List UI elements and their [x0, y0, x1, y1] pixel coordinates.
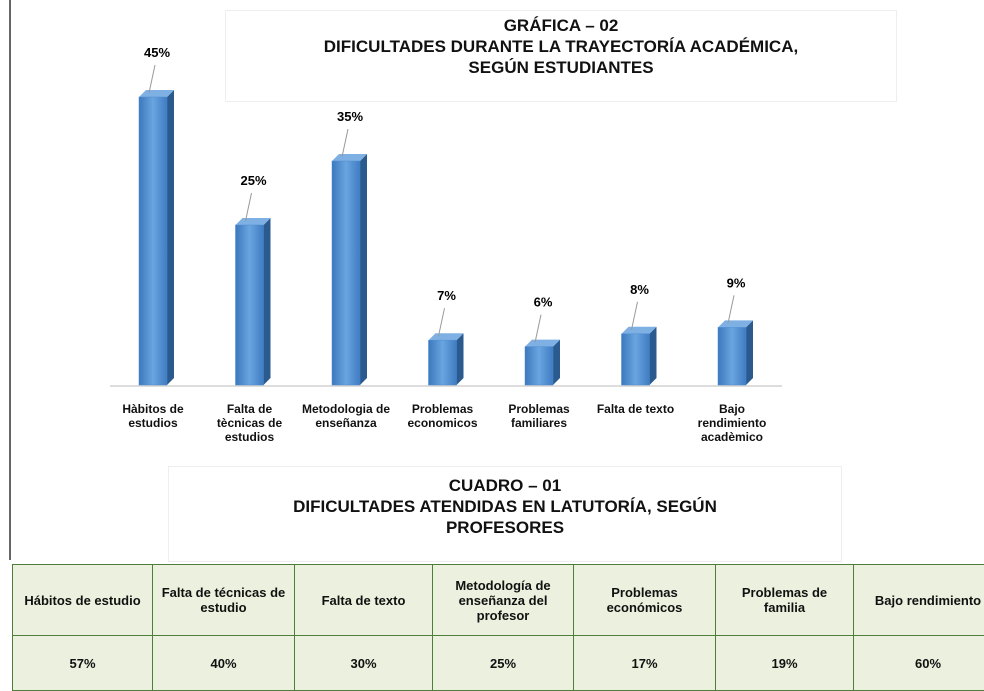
leader-line: [632, 302, 638, 330]
bar: [525, 347, 553, 385]
x-tick-label: Bajo rendimiento acadèmico: [686, 402, 778, 444]
table-cell: 25%: [433, 636, 574, 691]
bar: [429, 340, 457, 385]
bar-side: [167, 90, 174, 385]
chart-title-box: GRÁFICA – 02 DIFICULTADES DURANTE LA TRA…: [225, 10, 897, 102]
header-cell: Bajo rendimiento: [854, 565, 984, 636]
header-cell: Metodología de enseñanza del profesor: [433, 565, 574, 636]
x-tick-label: Falta de texto: [590, 402, 682, 416]
header-cell: Hábitos de estudio: [13, 565, 153, 636]
leader-line: [342, 129, 348, 157]
table-cell: 19%: [716, 636, 854, 691]
table-cell: 30%: [295, 636, 433, 691]
bar-side: [650, 327, 657, 385]
bar-side: [457, 333, 464, 385]
chart-title: SEGÚN ESTUDIANTES: [226, 57, 896, 78]
x-tick-label: Falta de tècnicas de estudios: [204, 402, 296, 444]
bar: [622, 334, 650, 385]
table-title: CUADRO – 01: [169, 475, 841, 496]
bar-side: [746, 320, 753, 385]
x-tick-label: Hàbitos de estudios: [107, 402, 199, 430]
header-cell: Problemas de familia: [716, 565, 854, 636]
leader-line: [246, 193, 252, 221]
value-label: 8%: [630, 282, 649, 297]
chart-title: DIFICULTADES DURANTE LA TRAYECTORÍA ACAD…: [226, 36, 896, 57]
table-title-box: CUADRO – 01 DIFICULTADES ATENDIDAS EN LA…: [168, 466, 842, 562]
value-label: 9%: [727, 275, 746, 290]
x-tick-label: Problemas familiares: [493, 402, 585, 430]
bar-side: [553, 340, 560, 385]
table-cell: 60%: [854, 636, 984, 691]
bar: [139, 97, 167, 385]
bar-side: [360, 154, 367, 385]
table-cell: 17%: [574, 636, 716, 691]
leader-line: [728, 295, 734, 323]
leader-line: [535, 315, 541, 343]
table-title: PROFESORES: [169, 517, 841, 538]
value-label: 6%: [534, 295, 553, 310]
header-cell: Falta de texto: [295, 565, 433, 636]
leader-line: [439, 308, 445, 336]
table-cell: 57%: [13, 636, 153, 691]
table-row: 57%40%30%25%17%19%60%: [13, 636, 984, 691]
value-label: 25%: [240, 173, 266, 188]
value-label: 7%: [437, 288, 456, 303]
bar: [332, 161, 360, 385]
header-cell: Falta de técnicas de estudio: [153, 565, 295, 636]
x-tick-label: Problemas economicos: [397, 402, 489, 430]
chart-title: GRÁFICA – 02: [226, 15, 896, 36]
value-label: 35%: [337, 109, 363, 124]
bar-side: [264, 218, 271, 385]
value-label: 45%: [144, 45, 170, 60]
table-title: DIFICULTADES ATENDIDAS EN LATUTORÍA, SEG…: [169, 496, 841, 517]
bar: [236, 225, 264, 385]
leader-line: [149, 65, 155, 93]
bar: [718, 327, 746, 385]
header-cell: Problemas económicos: [574, 565, 716, 636]
x-tick-label: Metodologia de enseñanza: [300, 402, 392, 430]
table-cell: 40%: [153, 636, 295, 691]
